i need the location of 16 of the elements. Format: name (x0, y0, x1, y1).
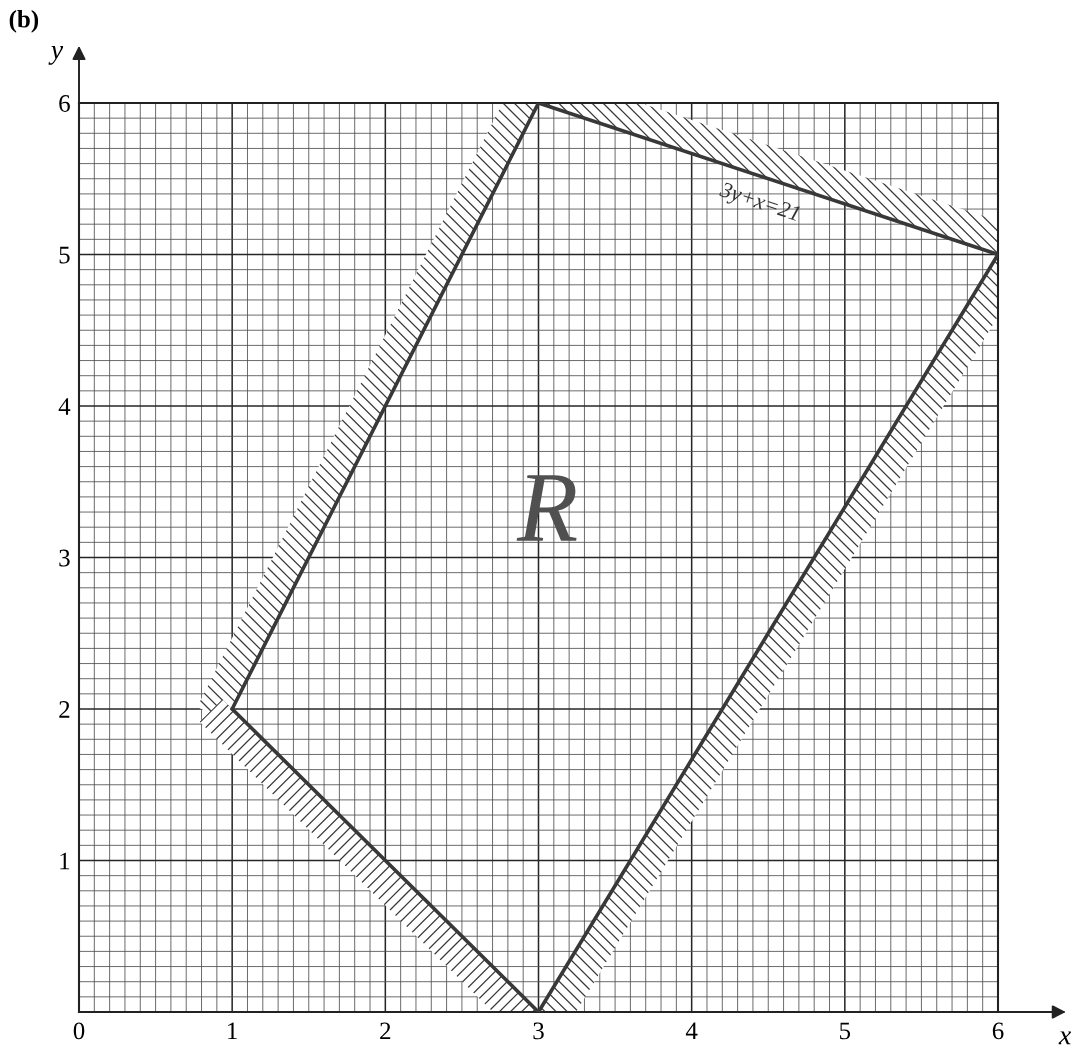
x-tick-label: 5 (840, 1022, 851, 1040)
x-tick-label: 4 (685, 1022, 698, 1040)
y-tick-label: 2 (59, 701, 70, 718)
x-tick-label: 6 (992, 1022, 1004, 1040)
y-tick-label: 3 (59, 549, 70, 567)
y-axis-title: y (48, 45, 64, 65)
y-tick-label: 5 (59, 246, 70, 264)
chart-title: (b) (9, 10, 39, 33)
x-axis-title: x (1058, 1031, 1072, 1045)
x-tick-label: 0 (73, 1022, 85, 1040)
y-tick-label: 4 (58, 398, 71, 415)
y-tick-label: 1 (60, 852, 70, 870)
x-tick-label: 1 (228, 1022, 237, 1040)
y-tick-label: 6 (59, 95, 70, 112)
x-tick-label: 3 (533, 1022, 544, 1040)
x-tick-label: 2 (380, 1022, 391, 1040)
